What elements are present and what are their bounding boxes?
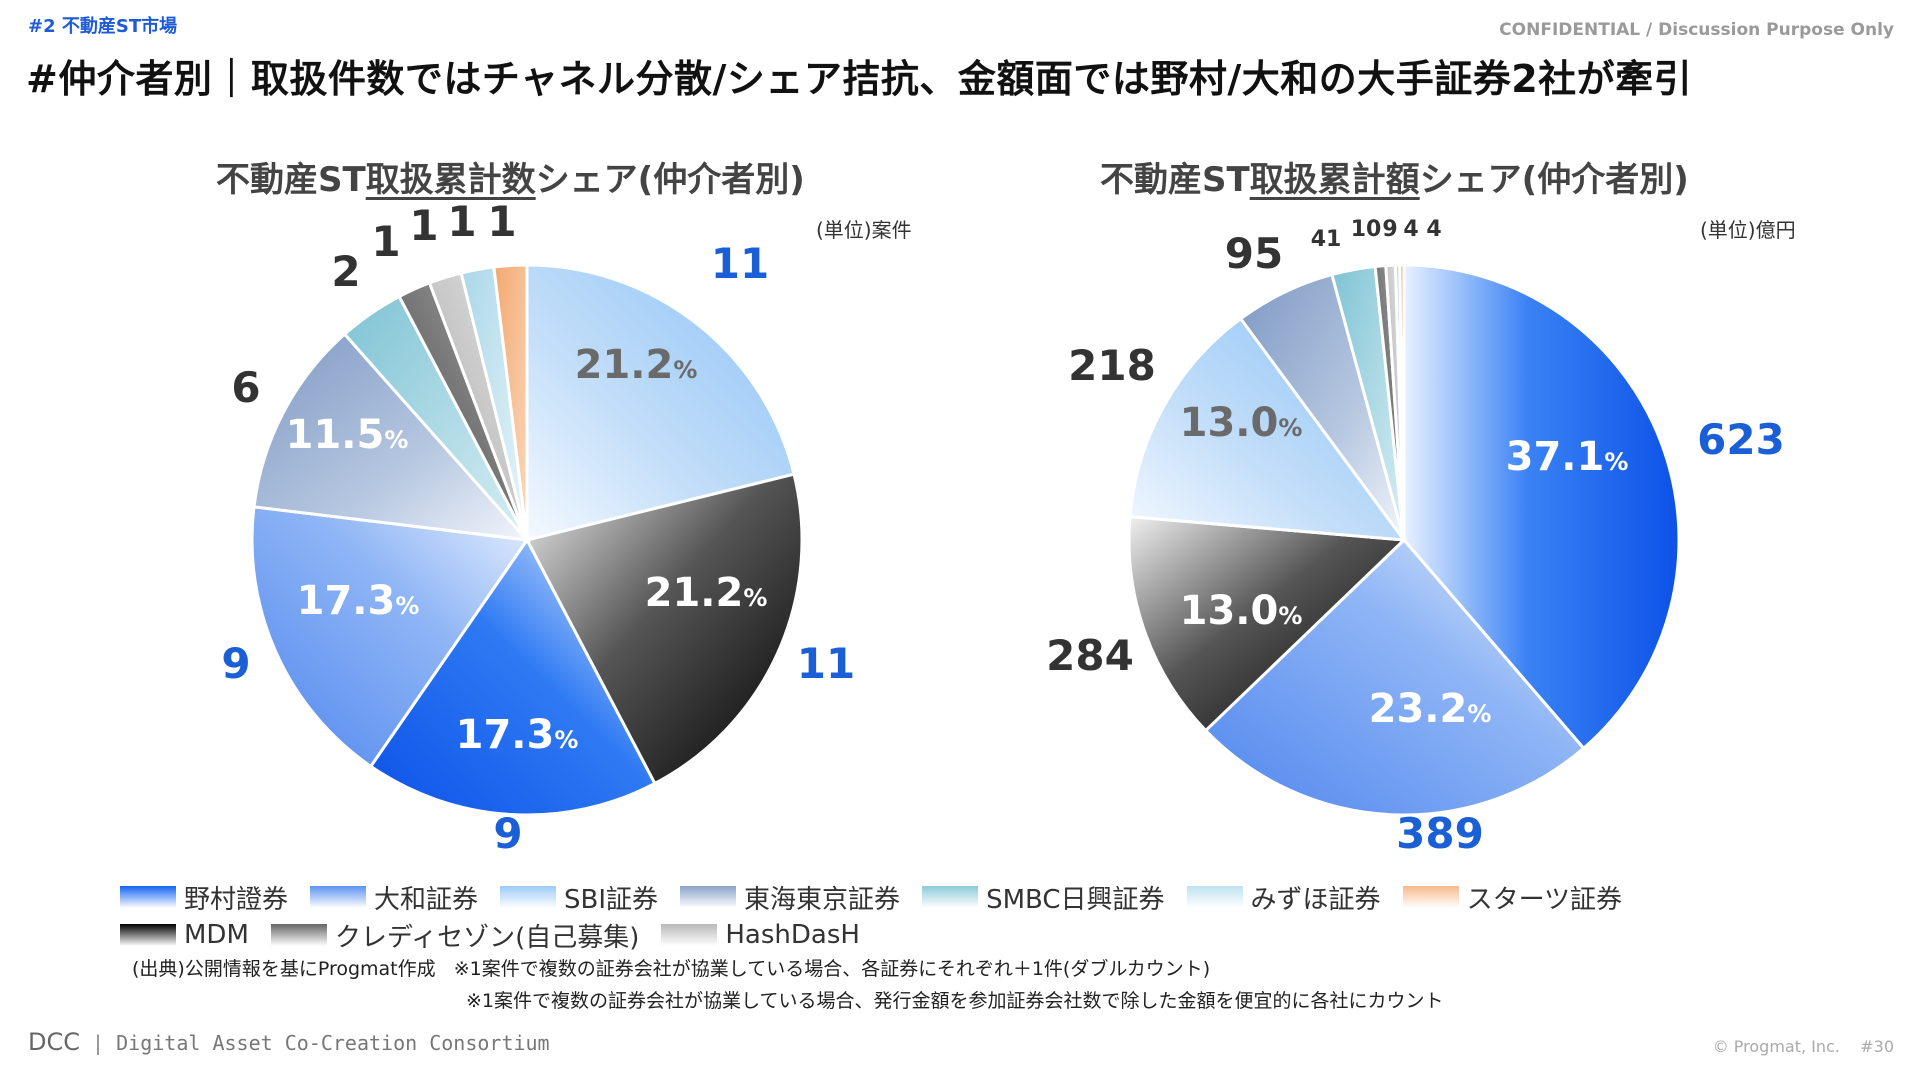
legend-item-mdm: MDM (120, 920, 249, 950)
pie1-value-mizuho: 1 (447, 197, 476, 246)
footnote-count-note: ※1案件で複数の証券会社が協業している場合、各証券にそれぞれ＋1件(ダブルカウン… (453, 958, 1211, 980)
pie1-percent-nomura: 17.3% (456, 712, 579, 758)
legend-item-daiwa: 大和証券 (310, 879, 478, 916)
chart-title-amount-underlined: 取扱累計額 (1249, 160, 1420, 200)
legend-swatch-smbc (922, 886, 979, 908)
footnote-source: (出典)公開情報を基にProgmat作成 (132, 958, 436, 980)
footnote-line-1: (出典)公開情報を基にProgmat作成 ※1案件で複数の証券会社が協業している… (132, 954, 1210, 981)
pie2-value-hashdash: 9 (1382, 217, 1397, 242)
pie2-slice-sbi (1128, 316, 1408, 542)
legend-swatch-stars (1402, 886, 1459, 908)
legend-label-mdm: MDM (184, 920, 249, 950)
chart-title-count-pre: 不動産ST (216, 160, 366, 200)
legend-swatch-nomura (120, 886, 176, 908)
pie2-percent-sbi: 13.0% (1180, 400, 1303, 446)
pie2-value-smbc: 41 (1311, 227, 1342, 252)
pie2-value-tokai: 95 (1225, 229, 1283, 278)
pie1-slice-mdm (524, 472, 804, 786)
footer-copyright: © Progmat, Inc. #30 (1713, 1037, 1894, 1056)
chart-title-amount-post: シェア(仲介者別) (1419, 160, 1689, 200)
legend-swatch-credit (270, 924, 327, 946)
legend-label-sbi: SBI証券 (564, 884, 659, 915)
pie2-slice-mdm (1127, 515, 1408, 733)
legend-item-smbc: SMBC日興証券 (922, 879, 1165, 916)
unit-amount: (単位)億円 (1700, 218, 1796, 242)
pie1-slice-nomura (368, 537, 657, 817)
legend-swatch-tokai (680, 886, 737, 908)
pie1-value-smbc: 2 (331, 247, 360, 296)
unit-count: (単位)案件 (816, 218, 912, 242)
chart-title-count-underlined: 取扱累計数 (365, 160, 536, 200)
chart-title-count: 不動産ST取扱累計数シェア(仲介者別) (216, 152, 805, 201)
legend-label-mizuho: みずほ証券 (1250, 884, 1381, 915)
legend-item-sbi: SBI証券 (500, 879, 658, 916)
pie1-value-credit: 1 (371, 217, 400, 266)
pie2-slice-daiwa (1203, 537, 1586, 817)
legend-label-stars: スターツ証券 (1466, 884, 1623, 915)
pie1-percent-daiwa: 17.3% (297, 578, 420, 624)
pie1-slice-stars (492, 263, 529, 541)
legend-item-mizuho: みずほ証券 (1186, 879, 1381, 916)
footer-logo-short: DCC (28, 1028, 80, 1056)
pie1-value-stars: 1 (487, 197, 516, 246)
pie1-value-mdm: 11 (797, 639, 855, 688)
pie1-slice-sbi (525, 263, 796, 542)
pie1-value-sbi: 11 (711, 239, 769, 288)
legend-item-nomura: 野村證券 (120, 879, 288, 916)
pie1-value-nomura: 9 (493, 809, 522, 858)
legend-label-nomura: 野村證券 (184, 884, 289, 915)
pie1-slice-daiwa (250, 505, 530, 769)
chart-title-count-post: シェア(仲介者別) (535, 160, 805, 200)
pie2-percent-nomura: 37.1% (1506, 434, 1629, 480)
footnote-line-2: ※1案件で複数の証券会社が協業している場合、発行金額を参加証券会社数で除した金額… (466, 990, 1444, 1012)
legend-item-tokai: 東海東京証券 (680, 879, 900, 916)
pie1-value-daiwa: 9 (221, 639, 250, 688)
legend-swatch-mdm (120, 924, 176, 946)
legend-swatch-mizuho (1186, 886, 1243, 908)
pie1-slice-tokai (252, 332, 531, 542)
pie2-slice-stars (1398, 263, 1406, 541)
chart-title-amount: 不動産ST取扱累計額シェア(仲介者別) (1100, 152, 1689, 201)
legend-label-daiwa: 大和証券 (374, 884, 479, 915)
legend-swatch-hashdash (661, 924, 718, 946)
legend-label-hashdash: HashDasH (725, 920, 860, 950)
legend-item-stars: スターツ証券 (1402, 879, 1623, 916)
pie2-value-mizuho: 4 (1403, 217, 1418, 242)
chart-title-amount-pre: 不動産ST (1100, 160, 1250, 200)
confidential-label: CONFIDENTIAL / Discussion Purpose Only (1499, 20, 1894, 40)
legend: 野村證券 大和証券 SBI証券 東海東京証券 SMBC日興証券 みずほ証券 スターツ証券 M… (120, 878, 1623, 954)
page-number: #30 (1860, 1037, 1894, 1056)
pie1-percent-mdm: 21.2% (645, 570, 768, 616)
pie1-percent-sbi: 21.2% (575, 342, 698, 388)
pie2-value-mdm: 284 (1046, 631, 1134, 680)
pie2-value-credit: 10 (1351, 217, 1382, 242)
page-title: #仲介者別｜取扱件数ではチャネル分散/シェア拮抗、金額面では野村/大和の大手証券… (26, 57, 1693, 101)
pie2-value-sbi: 218 (1068, 341, 1156, 390)
pie2-value-stars: 4 (1426, 217, 1441, 242)
copyright-text: © Progmat, Inc. (1712, 1037, 1840, 1056)
legend-item-hashdash: HashDasH (661, 920, 860, 950)
pie2-percent-mdm: 13.0% (1180, 588, 1303, 634)
pie1-percent-tokai: 11.5% (286, 412, 409, 458)
pie2-slice-nomura (1402, 263, 1681, 751)
legend-swatch-sbi (500, 886, 557, 908)
pie2-percent-daiwa: 23.2% (1369, 686, 1492, 732)
legend-row-2: MDM クレディセゾン(自己募集) HashDasH (120, 916, 1620, 954)
legend-label-smbc: SMBC日興証券 (986, 884, 1165, 915)
footer-logo-full: Digital Asset Co-Creation Consortium (116, 1031, 550, 1055)
footer-logo: DCC | Digital Asset Co-Creation Consorti… (28, 1028, 550, 1056)
legend-label-tokai: 東海東京証券 (744, 884, 901, 915)
pie2-value-nomura: 623 (1697, 415, 1785, 464)
section-tag: #2 不動産ST市場 (28, 16, 178, 37)
legend-item-credit: クレディセゾン(自己募集) (270, 917, 640, 954)
pie1-value-hashdash: 1 (409, 201, 438, 250)
legend-label-credit: クレディセゾン(自己募集) (334, 922, 640, 953)
pie1-value-tokai: 6 (231, 363, 260, 412)
legend-row-1: 野村證券 大和証券 SBI証券 東海東京証券 SMBC日興証券 みずほ証券 スターツ証券 (120, 878, 1623, 916)
legend-swatch-daiwa (310, 886, 367, 908)
pie2-value-daiwa: 389 (1396, 809, 1484, 858)
